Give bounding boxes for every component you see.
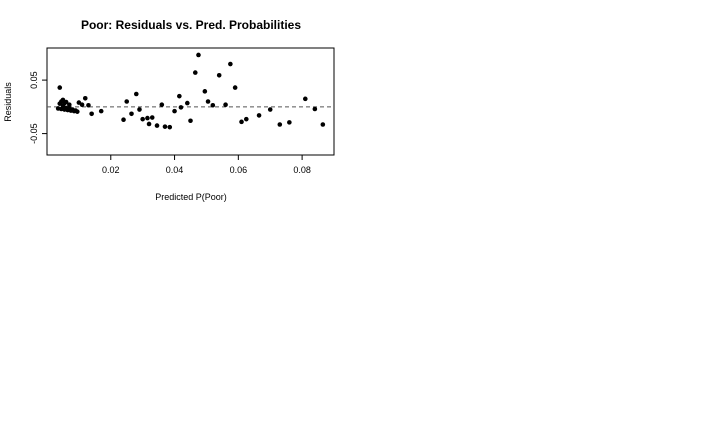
data-point: [232, 85, 238, 90]
data-point: [185, 100, 190, 106]
data-point: [177, 93, 182, 99]
data-point: [223, 102, 228, 108]
y-tick-label: -0.05: [29, 123, 39, 144]
data-point: [63, 99, 69, 105]
x-axis: 0.02 0.04 0.06 0.08: [102, 155, 311, 175]
data-point: [303, 96, 308, 102]
y-axis-label: Residuals: [3, 82, 13, 122]
plot-frame: [46, 47, 335, 156]
data-point: [256, 113, 262, 118]
data-point: [140, 116, 145, 122]
data-point: [162, 124, 168, 129]
data-point: [79, 102, 85, 108]
x-tick-label: 0.08: [293, 165, 311, 175]
data-point: [192, 70, 198, 75]
x-tick-label: 0.04: [166, 165, 184, 175]
data-point: [202, 89, 208, 94]
data-point: [129, 111, 134, 117]
data-point: [89, 111, 94, 117]
data-point: [178, 105, 184, 110]
data-point: [57, 85, 63, 90]
data-point: [312, 106, 318, 112]
data-point: [121, 117, 126, 122]
data-point: [133, 91, 139, 97]
data-point: [137, 107, 142, 112]
x-tick-label: 0.06: [230, 165, 248, 175]
data-point: [98, 108, 104, 114]
data-point: [239, 119, 244, 125]
x-tick-label: 0.02: [102, 165, 120, 175]
data-point: [244, 116, 249, 122]
data-points: [55, 52, 326, 130]
y-tick-label: 0.05: [29, 71, 39, 89]
data-point: [154, 123, 160, 128]
x-axis-label: Predicted P(Poor): [155, 192, 227, 202]
data-point: [277, 122, 283, 127]
data-point: [73, 108, 78, 113]
data-point: [146, 121, 152, 127]
data-point: [67, 102, 72, 108]
data-point: [159, 102, 165, 108]
y-axis: -0.05 0.05: [29, 71, 47, 144]
data-point: [210, 102, 216, 108]
data-point: [124, 99, 130, 104]
data-point: [172, 108, 177, 114]
data-point: [188, 118, 193, 124]
data-point: [267, 107, 273, 112]
data-point: [216, 72, 222, 78]
data-point: [287, 120, 292, 125]
data-point: [82, 95, 88, 101]
chart-title: Poor: Residuals vs. Pred. Probabilities: [81, 18, 301, 32]
data-point: [320, 122, 326, 127]
data-point: [167, 124, 173, 130]
data-point: [196, 52, 201, 58]
data-point: [205, 99, 211, 104]
data-point: [149, 115, 155, 120]
data-point: [228, 61, 233, 67]
data-point: [86, 102, 91, 108]
data-point: [145, 115, 150, 121]
